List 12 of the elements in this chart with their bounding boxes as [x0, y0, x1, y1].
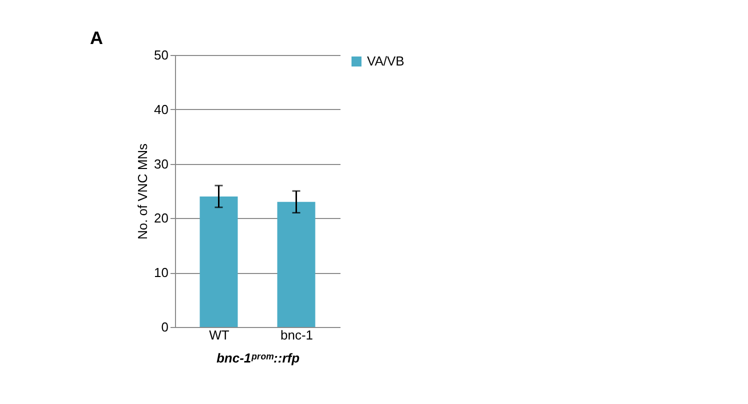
y-tick-label: 20 — [154, 210, 168, 226]
y-tick-label: 10 — [154, 265, 168, 280]
x-tick-label: WT — [209, 328, 230, 342]
text: A — [90, 28, 103, 48]
x-tick-label: bnc-1 — [280, 328, 314, 342]
x-axis-title: bnc-1ᵖʳᵒᵐ::rfp — [216, 350, 300, 366]
y-axis-title: No. of VNC MNs — [135, 142, 150, 240]
legend-label: VA/VB — [367, 54, 404, 68]
y-tick-label: 50 — [154, 48, 168, 62]
y-tick-label: 40 — [154, 102, 168, 117]
y-tick-label: 30 — [154, 156, 168, 172]
y-tick-label: 0 — [161, 320, 168, 334]
